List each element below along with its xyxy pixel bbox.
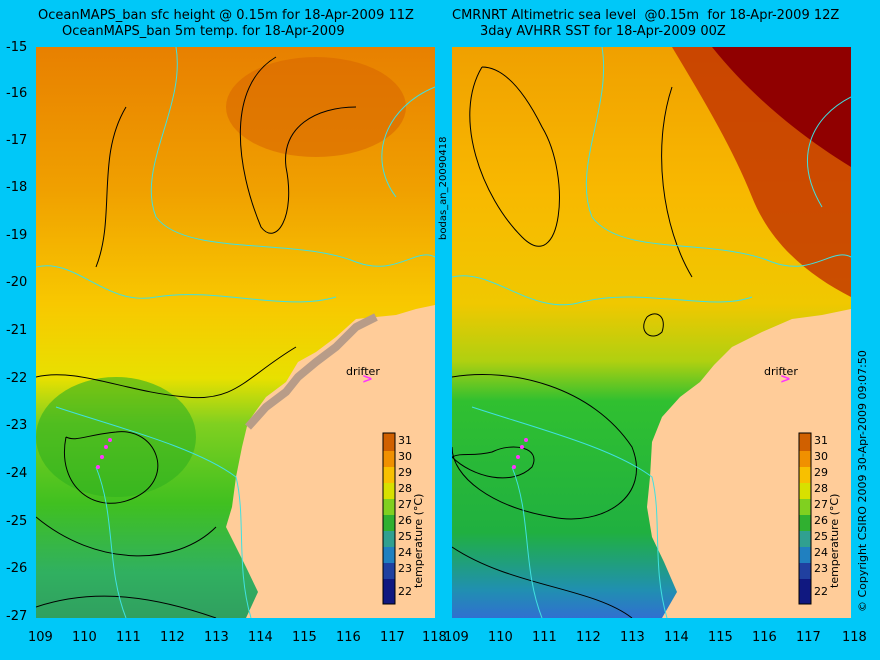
left-title-line2: OceanMAPS_ban 5m temp. for 18-Apr-2009	[62, 24, 345, 39]
drifter-track	[96, 438, 112, 469]
x-tick: 113	[204, 630, 229, 645]
y-tick: -16	[6, 86, 28, 101]
cbar-tick: 22	[398, 585, 412, 598]
x-tick: 111	[116, 630, 141, 645]
drifter-label: drifter	[764, 365, 798, 378]
cbar-tick: 29	[398, 466, 412, 479]
x-tick: 110	[488, 630, 513, 645]
cbar-tick: 22	[814, 585, 828, 598]
x-tick: 109	[28, 630, 53, 645]
y-tick: -22	[6, 371, 28, 386]
sea-level-contours	[36, 56, 357, 618]
y-tick: -15	[6, 40, 28, 55]
x-tick: 115	[708, 630, 733, 645]
isobaths	[36, 47, 435, 618]
cbar-label: temperature (°C)	[412, 493, 425, 588]
x-tick: 117	[380, 630, 405, 645]
right-colorbar	[798, 432, 812, 605]
cbar-tick: 26	[814, 514, 828, 527]
x-tick: 115	[292, 630, 317, 645]
x-tick: 112	[576, 630, 601, 645]
x-tick: 112	[160, 630, 185, 645]
drifter-marker-icon: >	[780, 372, 791, 387]
y-tick: -23	[6, 418, 28, 433]
cbar-tick: 28	[814, 482, 828, 495]
y-tick: -17	[6, 133, 28, 148]
cbar-label: temperature (°C)	[828, 493, 841, 588]
cbar-tick: 25	[814, 530, 828, 543]
cbar-tick: 29	[814, 466, 828, 479]
left-colorbar	[382, 432, 396, 605]
cbar-tick: 27	[398, 498, 412, 511]
cbar-tick: 30	[814, 450, 828, 463]
y-tick: -24	[6, 466, 28, 481]
cbar-tick: 23	[814, 562, 828, 575]
x-tick: 118	[422, 630, 447, 645]
cbar-tick: 27	[814, 498, 828, 511]
cbar-tick: 23	[398, 562, 412, 575]
x-tick: 117	[796, 630, 821, 645]
x-tick: 110	[72, 630, 97, 645]
isobaths	[452, 47, 851, 618]
cbar-tick: 30	[398, 450, 412, 463]
x-tick: 118	[842, 630, 867, 645]
right-title-line1: CMRNRT Altimetric sea level @0.15m for 1…	[452, 8, 840, 23]
cbar-tick: 31	[814, 434, 828, 447]
x-tick: 116	[336, 630, 361, 645]
sea-level-contours	[452, 66, 693, 618]
y-tick: -25	[6, 514, 28, 529]
left-title-line1: OceanMAPS_ban sfc height @ 0.15m for 18-…	[38, 8, 414, 23]
drifter-label: drifter	[346, 365, 380, 378]
cbar-tick: 24	[814, 546, 828, 559]
right-map	[452, 47, 851, 618]
cbar-tick: 28	[398, 482, 412, 495]
y-tick: -18	[6, 180, 28, 195]
copyright-label: © Copyright CSIRO 2009 30-Apr-2009 09:07…	[856, 350, 869, 612]
y-tick: -19	[6, 228, 28, 243]
drifter-marker-icon: >	[362, 372, 373, 387]
drifter-track	[512, 438, 528, 469]
y-tick: -20	[6, 275, 28, 290]
x-tick: 114	[248, 630, 273, 645]
left-map	[36, 47, 435, 618]
cbar-tick: 31	[398, 434, 412, 447]
right-title-line2: 3day AVHRR SST for 18-Apr-2009 00Z	[480, 24, 726, 39]
y-tick: -27	[6, 609, 28, 624]
side-label: bodas_an_20090418	[438, 136, 449, 240]
y-tick: -26	[6, 561, 28, 576]
y-tick: -21	[6, 323, 28, 338]
x-tick: 113	[620, 630, 645, 645]
x-tick: 109	[444, 630, 469, 645]
x-tick: 114	[664, 630, 689, 645]
x-tick: 111	[532, 630, 557, 645]
cbar-tick: 24	[398, 546, 412, 559]
cbar-tick: 26	[398, 514, 412, 527]
cbar-tick: 25	[398, 530, 412, 543]
x-tick: 116	[752, 630, 777, 645]
